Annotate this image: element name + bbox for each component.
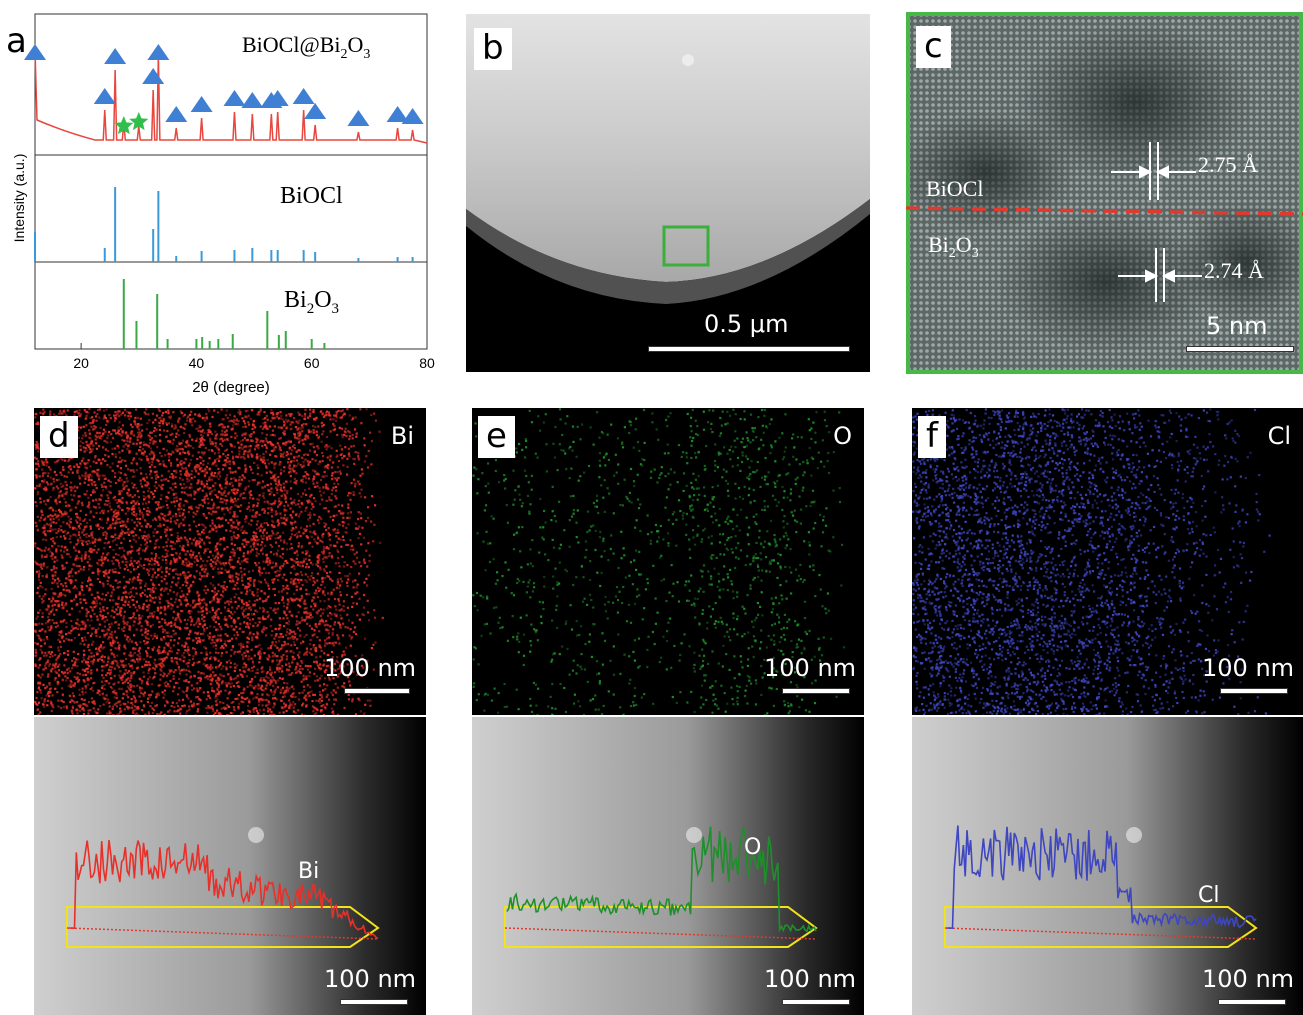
line-scan-label: Cl xyxy=(1198,883,1219,908)
biocl-triangle-marker xyxy=(147,44,170,60)
phase-label-bi2o3: Bi2O3 xyxy=(928,232,979,261)
xrd-label-biocl: BiOCl xyxy=(280,183,343,209)
x-tick-label: 40 xyxy=(189,355,205,371)
scalebar-f-bottom xyxy=(1218,999,1286,1005)
eds-map-bi xyxy=(34,408,384,715)
x-tick-label: 20 xyxy=(73,355,89,371)
panel-letter-d: d xyxy=(40,416,78,458)
line-scan-curve xyxy=(946,825,1257,930)
line-scan-label: O xyxy=(744,835,761,860)
panel-letter-b: b xyxy=(474,28,512,70)
biocl-triangle-marker xyxy=(223,90,246,106)
eds-dots xyxy=(34,408,384,715)
biocl-triangle-marker xyxy=(190,96,213,112)
sem-region-box xyxy=(662,225,710,267)
xrd-y-label: Intensity (a.u.) xyxy=(11,154,27,243)
panel-d-line-scan: Bi 100 nm xyxy=(34,717,426,1015)
biocl-triangle-marker xyxy=(24,44,46,60)
biocl-triangle-marker xyxy=(292,88,315,104)
element-label-o: O xyxy=(833,422,852,450)
eds-map-o xyxy=(472,408,845,715)
panel-a-xrd-chart: a Intensity (a.u.) 2θ (degree) 20 40 60 80 … xyxy=(0,0,440,400)
haadf-background xyxy=(34,717,426,1015)
panel-d-eds-map: d Bi 100 nm xyxy=(34,408,426,715)
xrd-x-ticks: 20 40 60 80 xyxy=(73,343,435,371)
panel-e-eds-map: e O 100 nm xyxy=(472,408,864,715)
xrd-composite-line xyxy=(34,49,428,144)
line-scan-label: Bi xyxy=(298,859,319,884)
hrtem-frame xyxy=(906,12,1303,374)
biocl-triangle-marker xyxy=(266,90,289,106)
scalebar-d-top xyxy=(344,688,410,694)
hrtem-image: 2.75 Å 2.74 Å BiOCl Bi2O3 xyxy=(906,12,1303,374)
biocl-triangle-marker xyxy=(401,108,424,124)
panel-b-sem-image: b 0.5 μm xyxy=(466,14,870,372)
panel-letter-e: e xyxy=(478,416,515,458)
scalebar-label-d-top: 100 nm xyxy=(324,654,417,682)
scalebar-b xyxy=(648,346,850,352)
sem-image xyxy=(466,14,870,304)
biocl-triangle-marker xyxy=(347,110,370,126)
scalebar-label-e-top: 100 nm xyxy=(764,654,857,682)
scalebar-f-top xyxy=(1220,688,1288,694)
spacing-label-bottom: 2.74 Å xyxy=(1204,258,1264,283)
scalebar-c xyxy=(1186,346,1294,352)
xrd-label-bi2o3: Bi2O3 xyxy=(284,287,339,317)
panel-f-eds-map: f Cl 100 nm xyxy=(912,408,1303,715)
xrd-chart-svg: a Intensity (a.u.) 2θ (degree) 20 40 60 80 … xyxy=(6,13,435,396)
element-label-bi: Bi xyxy=(390,422,414,450)
scalebar-label-b: 0.5 μm xyxy=(704,310,789,338)
xrd-x-label: 2θ (degree) xyxy=(192,379,270,396)
scan-region-box xyxy=(944,906,1258,948)
biocl-triangle-marker xyxy=(104,48,127,64)
spacing-marker-bottom xyxy=(1118,248,1202,302)
scalebar-label-f-bottom: 100 nm xyxy=(1202,965,1295,993)
bi2o3-star-marker xyxy=(129,112,149,131)
scalebar-label-f-top: 100 nm xyxy=(1202,654,1295,682)
spacing-label-top: 2.75 Å xyxy=(1198,152,1258,177)
line-scan-o: O xyxy=(472,717,864,1015)
x-tick-label: 60 xyxy=(304,355,320,371)
biocl-triangle-marker xyxy=(93,88,116,104)
biocl-triangle-marker xyxy=(304,103,327,119)
xrd-marks xyxy=(24,44,428,349)
panel-letter-a: a xyxy=(6,21,27,61)
scan-region-box xyxy=(66,906,380,948)
scalebar-e-top xyxy=(782,688,850,694)
element-label-cl: Cl xyxy=(1267,422,1291,450)
line-scan-cl: Cl xyxy=(912,717,1303,1015)
panel-letter-c: c xyxy=(916,26,951,68)
scalebar-d-bottom xyxy=(340,999,408,1005)
bi2o3-star-marker xyxy=(114,116,134,135)
scalebar-label-e-bottom: 100 nm xyxy=(764,965,857,993)
haadf-background xyxy=(912,717,1303,1015)
biocl-triangle-marker xyxy=(241,92,264,108)
scalebar-label-c: 5 nm xyxy=(1206,312,1268,340)
panel-c-hrtem-image: 2.75 Å 2.74 Å BiOCl Bi2O3 c 5 nm xyxy=(906,12,1303,374)
scalebar-e-bottom xyxy=(782,999,850,1005)
phase-label-biocl: BiOCl xyxy=(926,176,983,201)
haadf-background xyxy=(472,717,864,1015)
panel-e-line-scan: O 100 nm xyxy=(472,717,864,1015)
panel-f-line-scan: Cl 100 nm xyxy=(912,717,1303,1015)
scan-region-box xyxy=(504,906,818,948)
biocl-triangle-marker xyxy=(386,106,409,122)
xrd-frame xyxy=(34,13,428,350)
panel-letter-f: f xyxy=(918,416,946,458)
xrd-label-composite: BiOCl@Bi2O3 xyxy=(242,32,370,62)
line-scan-bi: Bi xyxy=(34,717,426,1015)
interface-line xyxy=(906,206,1303,216)
scalebar-label-d-bottom: 100 nm xyxy=(324,965,417,993)
x-tick-label: 80 xyxy=(419,355,435,371)
biocl-triangle-marker xyxy=(165,106,188,122)
line-scan-curve xyxy=(68,839,379,939)
line-scan-curve xyxy=(506,824,817,933)
biocl-triangle-marker xyxy=(142,68,165,84)
spacing-marker-top xyxy=(1111,142,1196,200)
eds-dots xyxy=(472,408,845,715)
